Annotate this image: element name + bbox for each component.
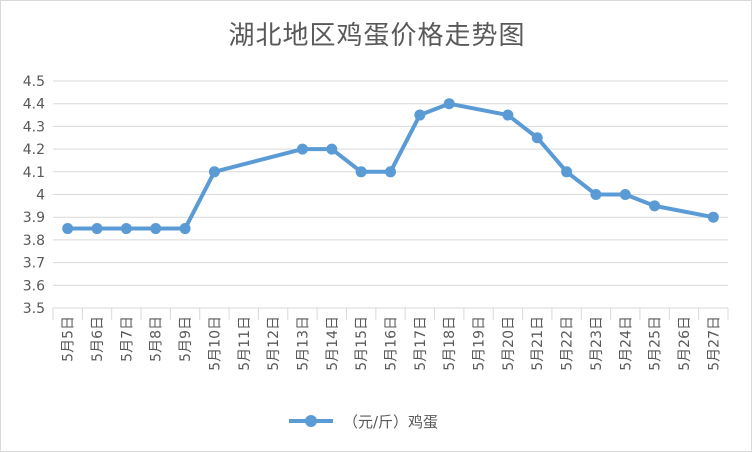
x-tick-label: 5月11日 — [237, 316, 253, 371]
data-point — [502, 109, 514, 121]
x-tick-label: 5月8日 — [149, 316, 165, 362]
y-tick-label: 3.5 — [23, 301, 45, 317]
data-point — [561, 166, 573, 178]
data-point — [590, 189, 602, 200]
axes — [52, 308, 729, 320]
x-tick-label: 5月16日 — [384, 316, 400, 371]
data-point — [208, 166, 220, 178]
x-tick-label: 5月20日 — [501, 316, 517, 371]
y-tick-label: 4 — [36, 188, 45, 204]
data-point — [296, 143, 308, 155]
x-tick-label: 5月6日 — [90, 316, 106, 362]
y-axis-ticks: 3.5 3.6 3.7 3.8 3.9 4 4.1 4.2 4.3 4.4 4.5 — [23, 74, 45, 317]
gridlines — [53, 80, 728, 309]
y-tick-label: 3.6 — [23, 278, 45, 294]
data-point — [150, 223, 162, 235]
x-tick-label: 5月15日 — [354, 316, 370, 371]
legend-label: （元/斤）鸡蛋 — [343, 412, 439, 431]
x-tick-label: 5月10日 — [207, 316, 223, 371]
legend: （元/斤）鸡蛋 — [289, 409, 438, 433]
x-tick-label: 5月21日 — [530, 316, 546, 371]
data-point — [414, 109, 426, 121]
x-tick-label: 5月26日 — [677, 316, 693, 371]
y-tick-label: 3.7 — [23, 256, 45, 272]
x-tick-label: 5月14日 — [325, 316, 341, 371]
data-point — [385, 166, 396, 178]
data-point — [120, 223, 132, 235]
y-tick-label: 4.3 — [23, 119, 45, 135]
x-tick-label: 5月12日 — [266, 316, 282, 371]
data-point — [443, 98, 455, 110]
data-point — [326, 143, 338, 155]
x-tick-label: 5月23日 — [589, 316, 605, 371]
y-tick-label: 4.1 — [23, 165, 45, 181]
y-tick-label: 3.9 — [23, 210, 45, 226]
series-line — [67, 101, 714, 231]
x-tick-label: 5月19日 — [472, 316, 488, 371]
y-tick-label: 4.2 — [23, 142, 45, 158]
x-tick-label: 5月5日 — [61, 316, 77, 362]
data-point — [649, 200, 661, 212]
x-tick-label: 5月24日 — [618, 316, 634, 371]
y-tick-label: 4.4 — [23, 97, 45, 113]
x-axis-ticks: 5月5日 5月6日 5月7日 5月8日 5月9日 5月10日 5月11日 5月12日 5月13日… — [61, 316, 723, 371]
x-tick-label: 5月25日 — [648, 316, 664, 371]
chart-title: 湖北地区鸡蛋价格走势图 — [228, 21, 526, 51]
x-tick-label: 5月27日 — [706, 316, 722, 371]
x-tick-label: 5月17日 — [413, 316, 429, 371]
x-tick-label: 5月22日 — [560, 316, 576, 371]
series-layer — [62, 98, 719, 235]
legend-swatch-icon — [289, 411, 333, 431]
data-point — [707, 211, 719, 223]
data-point — [619, 189, 631, 200]
data-point — [91, 223, 103, 235]
x-tick-label: 5月7日 — [119, 316, 135, 362]
x-tick-label: 5月9日 — [178, 316, 194, 362]
y-tick-label: 4.5 — [23, 74, 45, 90]
data-point — [531, 132, 543, 144]
data-point — [62, 223, 74, 235]
y-tick-label: 3.8 — [23, 233, 45, 249]
x-tick-label: 5月13日 — [295, 316, 311, 371]
data-point — [355, 166, 367, 178]
data-point — [179, 223, 191, 235]
x-tick-label: 5月18日 — [442, 316, 458, 371]
